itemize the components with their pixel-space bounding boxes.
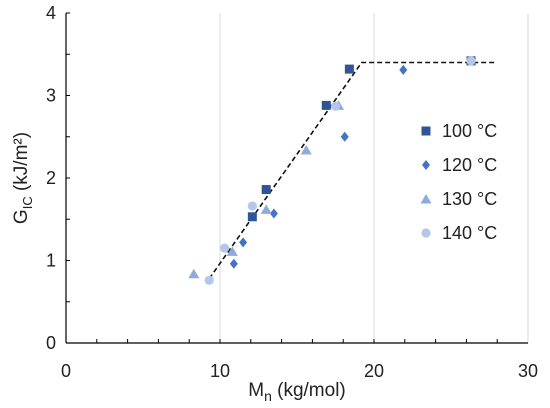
x-axis-title: Mn (kg/mol) xyxy=(248,380,346,404)
data-point-circle xyxy=(220,243,230,253)
data-point-circle xyxy=(204,275,214,285)
legend-marker-triangle xyxy=(420,194,432,204)
y-tick-label: 4 xyxy=(46,3,56,23)
data-point-square xyxy=(261,185,271,195)
legend-marker-square xyxy=(421,126,431,136)
data-point-diamond xyxy=(340,131,349,142)
x-axis-title-sub: n xyxy=(264,388,272,404)
data-points xyxy=(188,56,476,285)
data-point-circle xyxy=(247,201,257,211)
data-point-diamond xyxy=(269,208,278,219)
x-axis-title-rest: (kg/mol) xyxy=(272,380,346,401)
legend-label: 140 °C xyxy=(442,223,497,243)
y-axis-title: GIC (kJ/m²) xyxy=(11,132,35,224)
legend-marker-circle xyxy=(421,228,431,238)
data-point-triangle xyxy=(300,144,312,155)
x-tick-label: 0 xyxy=(61,361,71,381)
legend: 100 °C 120 °C 130 °C 140 °C xyxy=(405,112,519,248)
y-tick-label: 1 xyxy=(46,251,56,271)
legend-label: 100 °C xyxy=(442,121,497,141)
x-axis-title-main: M xyxy=(248,380,264,401)
axes xyxy=(65,12,528,344)
grid-lines xyxy=(219,13,529,343)
y-tick-label: 0 xyxy=(46,333,56,353)
y-axis-title-sub: IC xyxy=(20,196,35,209)
data-point-triangle xyxy=(226,246,238,256)
y-axis-title-rest: (kJ/m²) xyxy=(11,132,32,196)
x-tick-label: 10 xyxy=(210,361,230,381)
data-point-triangle xyxy=(260,204,272,214)
tick-labels: 0 10 20 30 0 1 2 3 4 xyxy=(46,3,538,381)
y-tick-label: 2 xyxy=(46,168,56,188)
x-tick-label: 30 xyxy=(518,361,538,381)
legend-label: 120 °C xyxy=(442,155,497,175)
data-point-diamond xyxy=(229,258,238,269)
y-axis-title-main: G xyxy=(11,209,32,224)
legend-label: 130 °C xyxy=(442,189,497,209)
data-point-square xyxy=(247,212,257,222)
legend-marker-diamond xyxy=(422,160,430,170)
data-point-square xyxy=(321,100,331,110)
trendline xyxy=(208,61,498,280)
y-tick-label: 3 xyxy=(46,86,56,106)
data-point-triangle xyxy=(188,268,200,279)
data-point-circle xyxy=(330,101,341,111)
legend-items: 100 °C 120 °C 130 °C 140 °C xyxy=(420,121,497,243)
x-tick-label: 20 xyxy=(364,361,384,381)
trendline-group xyxy=(208,61,498,280)
data-point-diamond xyxy=(239,237,248,248)
data-point-square xyxy=(344,64,354,74)
data-point-diamond xyxy=(399,64,408,75)
data-point-circle xyxy=(466,56,476,66)
